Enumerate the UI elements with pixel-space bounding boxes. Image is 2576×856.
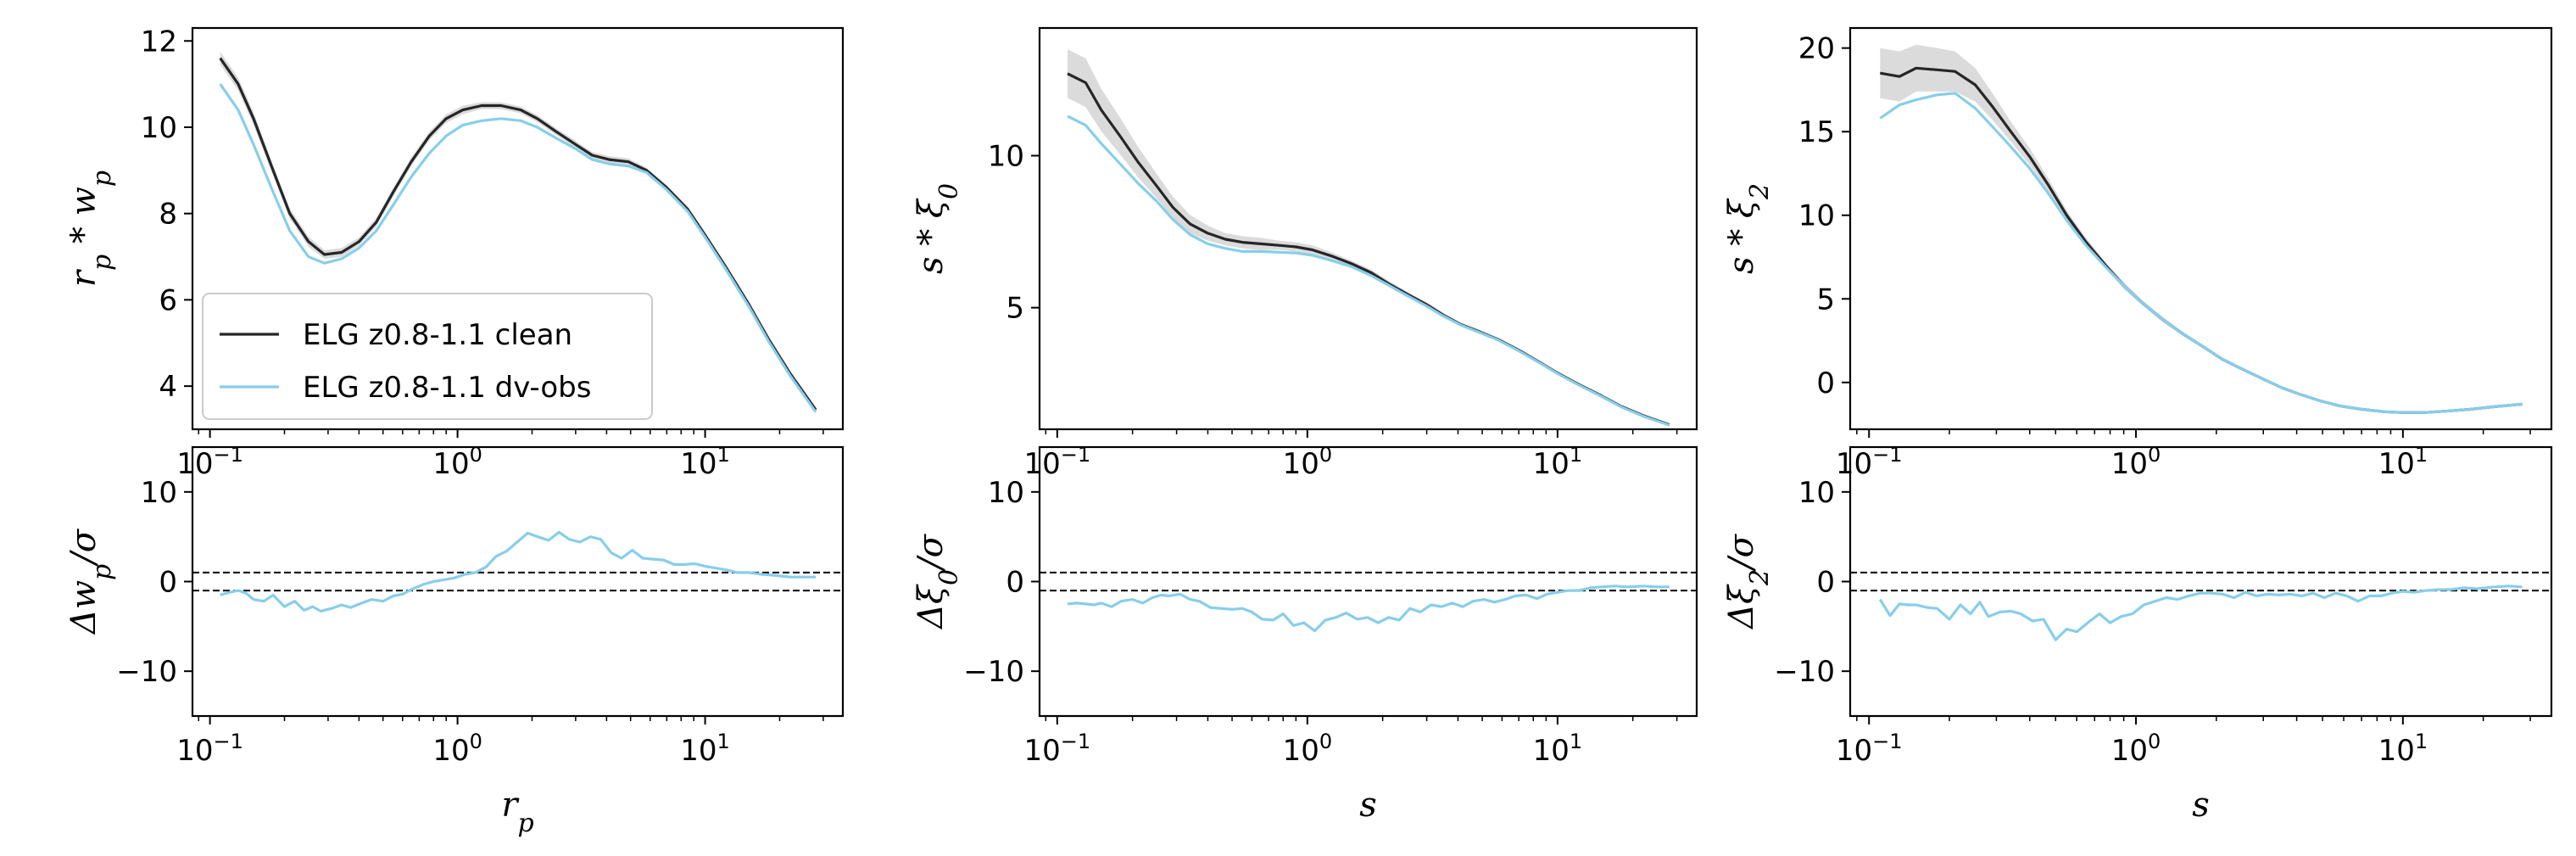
x-tick-label: 10−1: [176, 730, 243, 768]
axes-frame: [1038, 445, 1698, 718]
x-tick-label: 100: [432, 730, 482, 768]
x-tick-label: 100: [2111, 443, 2161, 481]
x-tick-label: 10−1: [176, 443, 243, 481]
y-tick-label: 10: [1798, 199, 1835, 233]
y-tick-label: 6: [159, 283, 177, 317]
x-tick-label: 101: [2378, 730, 2428, 768]
y-tick-label: 0: [159, 566, 177, 600]
y-axis-label: rp * wp: [64, 171, 117, 287]
x-tick-label: 10−1: [1023, 730, 1090, 768]
y-axis-label: Δξ2/σ: [1722, 533, 1775, 629]
y-tick-label: 0: [1006, 566, 1024, 600]
y-axis-label: Δwp/σ: [64, 528, 117, 635]
legend-label-obs: ELG z0.8-1.1 dv-obs: [303, 371, 591, 405]
legend-box: [202, 293, 653, 420]
y-tick-label: 4: [159, 370, 177, 404]
series-line-obs: [1067, 585, 1670, 633]
y-tick-label: 20: [1798, 32, 1835, 66]
legend: ELG z0.8-1.1 clean ELG z0.8-1.1 dv-obs: [202, 293, 653, 420]
y-axis-label: Δξ0/σ: [912, 533, 964, 629]
error-band-clean: [1880, 44, 2523, 414]
y-tick-label: 15: [1798, 115, 1835, 149]
plot-area-dwp: [192, 530, 843, 613]
x-tick-label: 101: [1533, 730, 1583, 768]
series-line-obs: [1879, 92, 2523, 414]
axes-frame: [1038, 26, 1698, 431]
axes-frame: [1848, 445, 2553, 718]
y-tick-label: 10: [1798, 476, 1835, 510]
y-tick-label: 10: [988, 140, 1024, 174]
y-tick-label: 0: [1816, 366, 1835, 400]
y-axis-label: s * ξ0: [912, 183, 964, 274]
x-tick-label: 10−1: [1023, 443, 1090, 481]
y-tick-label: −10: [116, 655, 177, 689]
x-axis-label: s: [1359, 786, 1377, 825]
plot-area-wp: [219, 52, 817, 413]
plot-area-xi2: [1879, 44, 2523, 414]
y-tick-label: 5: [1816, 283, 1835, 316]
y-tick-label: −10: [1774, 655, 1835, 689]
error-band-clean: [1068, 49, 1670, 426]
series-line-clean: [1067, 72, 1670, 427]
x-tick-label: 101: [680, 730, 730, 768]
x-axis-label: rp: [501, 786, 533, 838]
y-tick-label: 0: [1816, 566, 1835, 600]
panel-wp: 4 6 8 10 12 10−1 100 101 rp * wp ELG z0.8-1.1 cle…: [64, 25, 845, 481]
y-tick-label: 12: [141, 25, 177, 59]
x-tick-label: 101: [1533, 443, 1583, 481]
plot-area-dxi0: [1040, 571, 1697, 633]
x-axis-label: s: [2192, 786, 2210, 825]
x-tick-label: 10−1: [1836, 443, 1903, 481]
y-tick-label: 10: [141, 476, 177, 510]
panel-xi0: 5 10 10−1 100 101 s * ξ0: [912, 26, 1698, 481]
y-tick-label: 5: [1006, 292, 1024, 326]
x-tick-label: 101: [680, 443, 730, 481]
y-tick-label: 10: [141, 111, 177, 145]
x-tick-label: 100: [1283, 730, 1333, 768]
x-tick-label: 101: [2378, 443, 2428, 481]
x-tick-label: 10−1: [1836, 730, 1903, 768]
series-line-clean: [1880, 66, 2523, 414]
series-line-obs: [219, 83, 817, 413]
y-tick-label: 8: [159, 198, 177, 232]
plot-area-xi0: [1067, 49, 1670, 427]
series-line-obs: [220, 530, 817, 613]
x-tick-label: 100: [432, 443, 482, 481]
y-tick-label: −10: [963, 655, 1024, 689]
y-axis-label: s * ξ2: [1722, 183, 1775, 274]
x-tick-label: 100: [2111, 730, 2161, 768]
axes-frame: [1848, 26, 2553, 431]
x-tick-label: 100: [1283, 443, 1333, 481]
axes-frame: [191, 445, 845, 718]
plot-area-dxi2: [1850, 571, 2551, 641]
axes-frame: [191, 26, 845, 431]
series-line-obs: [1067, 115, 1670, 427]
panel-xi2: 0 5 10 15 20 10−1 100 101 s * ξ2: [1722, 26, 2553, 481]
legend-label-clean: ELG z0.8-1.1 clean: [303, 318, 572, 352]
y-tick-label: 10: [988, 476, 1024, 510]
series-line-obs: [1878, 585, 2523, 641]
